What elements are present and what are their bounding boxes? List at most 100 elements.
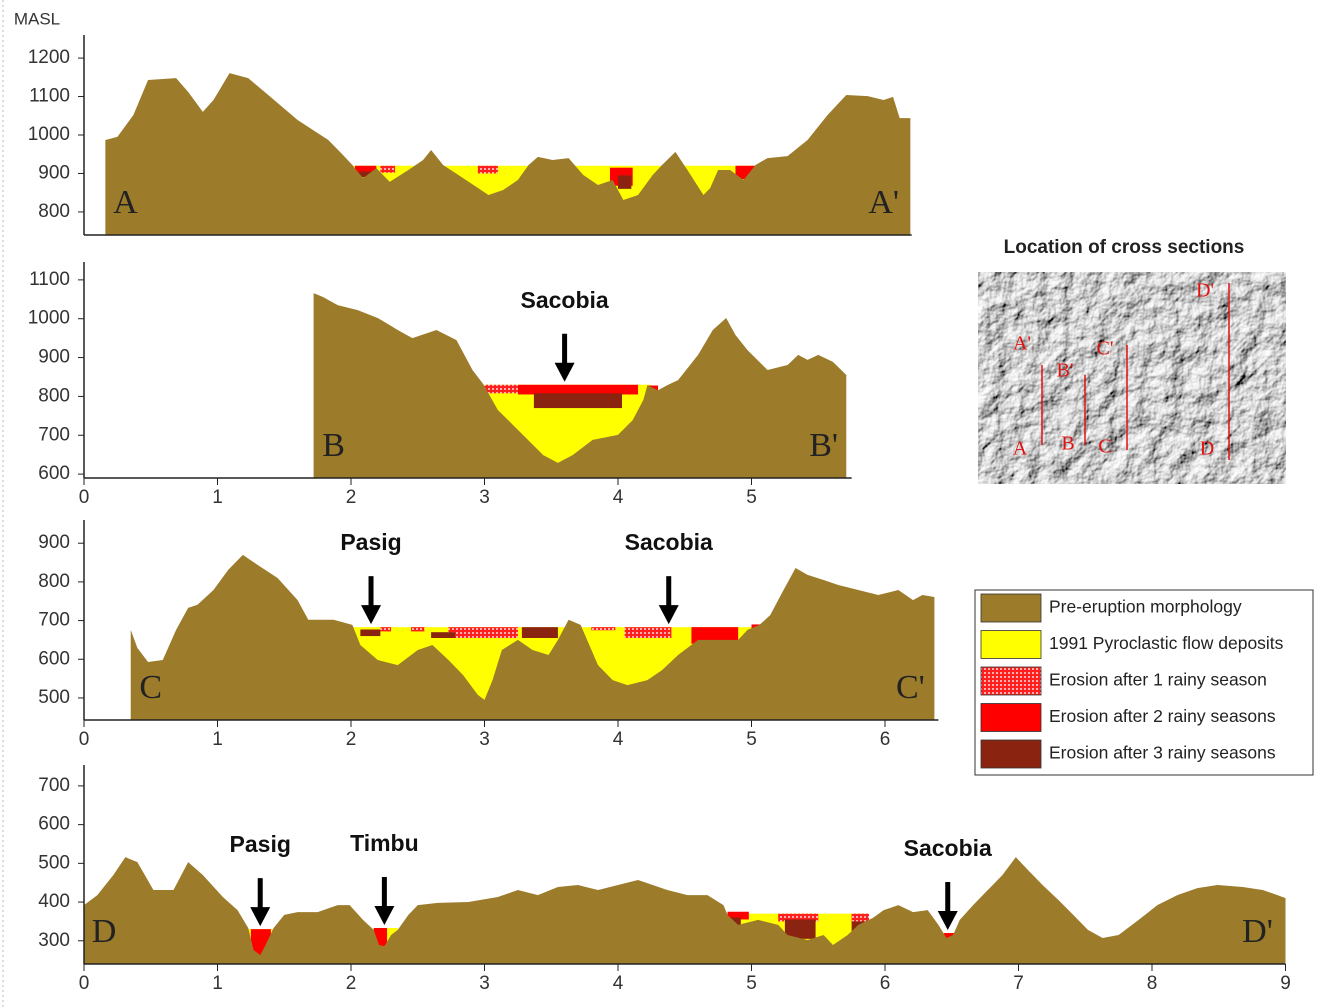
- erosion-patch: [448, 627, 517, 638]
- section-end: D': [1242, 913, 1273, 950]
- y-tick-label: 1000: [28, 308, 70, 329]
- arrow-shaft: [666, 576, 671, 608]
- erosion-patch: [625, 627, 672, 638]
- arrow: Sacobia: [625, 529, 713, 624]
- section-start: C: [139, 669, 162, 706]
- x-tick-label: 3: [479, 487, 490, 508]
- x-tick-label: 1: [212, 487, 223, 508]
- x-tick-label: 0: [79, 729, 90, 750]
- legend-swatch: [981, 667, 1041, 695]
- arrow-head: [659, 605, 679, 624]
- x-tick-label: 6: [880, 973, 891, 994]
- y-tick-label: 900: [38, 162, 70, 183]
- y-tick-label: 400: [38, 891, 70, 912]
- arrow-head: [361, 605, 381, 624]
- erosion-patch: [380, 166, 395, 173]
- x-tick-label: 4: [613, 487, 624, 508]
- erosion-patch: [522, 627, 558, 638]
- x-tick-label: 1: [212, 973, 223, 994]
- arrow-head: [938, 911, 958, 930]
- erosion-patch: [431, 632, 455, 638]
- x-tick-label: 6: [880, 729, 891, 750]
- arrow-label: Pasig: [340, 529, 401, 555]
- x-tick-label: 3: [479, 729, 490, 750]
- y-tick-label: 700: [38, 775, 70, 796]
- arrow-label: Pasig: [230, 831, 291, 857]
- y-tick-label: 1100: [29, 86, 70, 107]
- inset-label: C': [1097, 338, 1114, 360]
- figure: Location of cross sections 8009001000110…: [0, 0, 1327, 1007]
- erosion-patch: [485, 385, 518, 394]
- x-tick-label: 9: [1280, 973, 1291, 994]
- x-tick-label: 2: [346, 973, 357, 994]
- arrow-shaft: [369, 576, 374, 608]
- y-tick-label: 300: [38, 930, 70, 951]
- arrow-label: Sacobia: [904, 835, 992, 861]
- erosion-patch: [360, 629, 380, 636]
- y-tick-label: 800: [38, 201, 70, 222]
- y-tick-label: 800: [38, 571, 70, 592]
- x-tick-label: 5: [746, 729, 757, 750]
- arrow-label: Sacobia: [625, 529, 713, 555]
- inset-label: A: [1013, 438, 1028, 460]
- legend-label: Erosion after 1 rainy season: [1049, 670, 1267, 690]
- erosion-patch: [411, 627, 424, 631]
- inset-label: B': [1057, 360, 1074, 382]
- erosion-patch: [534, 393, 622, 408]
- y-tick-label: 500: [38, 687, 70, 708]
- legend-label: Pre-eruption morphology: [1049, 597, 1242, 617]
- arrow: Pasig: [230, 831, 291, 926]
- inset-title: Location of cross sections: [1004, 237, 1245, 258]
- arrow-label: Sacobia: [520, 287, 608, 313]
- y-tick-label: 500: [38, 852, 70, 873]
- arrow-shaft: [258, 878, 263, 910]
- cross-section: 800 900 1000 1100 1200 MASL A A': [14, 9, 912, 235]
- x-tick-label: 0: [79, 973, 90, 994]
- erosion-patch: [518, 385, 638, 395]
- y-tick-label: 900: [38, 347, 70, 368]
- arrow-shaft: [382, 877, 387, 909]
- inset-label: A': [1013, 333, 1031, 355]
- y-tick-label: 600: [38, 814, 70, 835]
- cross-section: 60070080090010001100012345BB'Sacobia: [28, 262, 852, 508]
- x-tick-label: 4: [613, 729, 624, 750]
- erosion-patch: [380, 627, 391, 631]
- section-end: A': [868, 184, 899, 221]
- inset-label: B: [1061, 433, 1074, 455]
- arrow-shaft: [562, 334, 567, 366]
- y-tick-label: 700: [38, 610, 70, 631]
- inset-label: D: [1200, 438, 1214, 460]
- y-tick-label: 1100: [29, 269, 70, 290]
- y-tick-label: 1200: [28, 47, 70, 68]
- x-tick-label: 2: [346, 729, 357, 750]
- section-start: D: [92, 913, 117, 950]
- arrow: Pasig: [340, 529, 401, 624]
- legend-label: 1991 Pyroclastic flow deposits: [1049, 633, 1284, 653]
- y-tick-label: 700: [38, 424, 70, 445]
- arrow: Timbu: [350, 830, 419, 925]
- legend-swatch: [981, 631, 1041, 659]
- arrow-head: [250, 907, 270, 926]
- legend-label: Erosion after 2 rainy seasons: [1049, 706, 1276, 726]
- x-tick-label: 8: [1147, 973, 1158, 994]
- inset-label: D': [1196, 280, 1214, 302]
- section-start: B: [322, 427, 345, 464]
- arrow: Sacobia: [520, 287, 608, 382]
- y-tick-label: 900: [38, 532, 70, 553]
- arrow-head: [374, 906, 394, 925]
- section-end: C': [896, 669, 925, 706]
- arrow-label: Timbu: [350, 830, 419, 856]
- section-start: A: [113, 184, 138, 221]
- x-tick-label: 7: [1013, 973, 1024, 994]
- profile-area: [105, 73, 910, 235]
- y-axis-label: MASL: [14, 9, 60, 28]
- legend-swatch: [981, 740, 1041, 768]
- y-tick-label: 1000: [28, 124, 70, 145]
- arrow-shaft: [945, 882, 950, 914]
- section-end: B': [809, 427, 838, 464]
- erosion-patch: [591, 627, 615, 630]
- y-tick-label: 800: [38, 385, 70, 406]
- erosion-patch: [478, 166, 498, 174]
